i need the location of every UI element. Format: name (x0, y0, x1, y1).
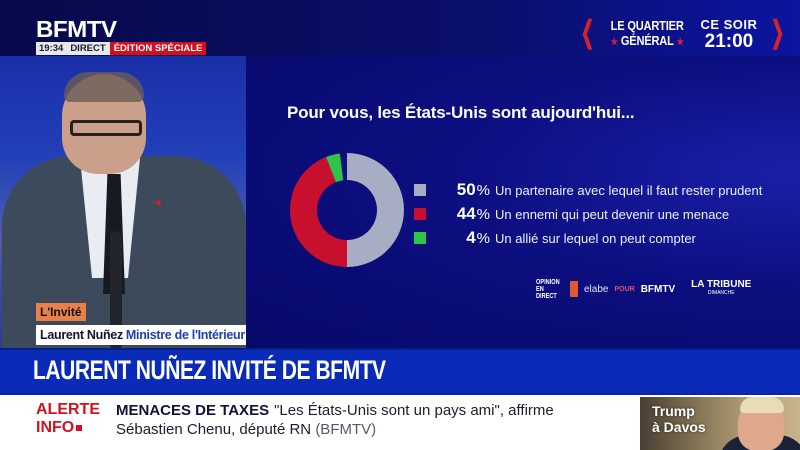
thumb-figure-hair (740, 397, 784, 413)
opinion-line2: EN DIRECT (536, 285, 557, 300)
guest-tag: L'Invité (36, 303, 86, 321)
guest-role: Ministre de l'Intérieur (125, 328, 245, 342)
opinion-en-direct-logo: OPINION EN DIRECT (536, 278, 560, 300)
bfmtv-logo: BFMTV (640, 283, 676, 295)
chart-legend: 50% Un partenaire avec lequel il faut res… (414, 178, 762, 250)
legend-label: Un allié sur lequel on peut compter (495, 230, 696, 246)
poll-question: Pour vous, les États-Unis sont aujourd'h… (287, 103, 635, 122)
promo-show-name: GÉNÉRAL (620, 33, 674, 48)
guest-glasses (70, 120, 142, 136)
elabe-logo-icon (570, 281, 578, 297)
ticker-line1: "Les États-Unis sont un pays ami", affir… (274, 402, 554, 419)
legend-item: 4% Un allié sur lequel on peut compter (414, 226, 762, 250)
legend-label: Un ennemi qui peut devenir une menace (495, 206, 730, 222)
donut-slice (347, 153, 404, 267)
legend-value: 44% (456, 204, 490, 223)
thumbnail-title: Trump à Davos (652, 403, 706, 435)
percent-sign: % (476, 206, 490, 223)
opinion-line1: OPINION (536, 278, 560, 286)
star-icon: ★ (676, 37, 685, 48)
ticker-topic: MENACES DE TAXES (116, 402, 270, 419)
top-bar: BFMTV 19:34 DIRECT ÉDITION SPÉCIALE ❮ LE… (0, 0, 800, 56)
microphone (110, 231, 122, 348)
headline-text: LAURENT NUÑEZ INVITÉ DE BFMTV (33, 355, 386, 385)
tribune-name: LA TRIBUNE (691, 279, 752, 290)
show-promo: ❮ LE QUARTIER ★ GÉNÉRAL ★ CE SOIR 21:00 … (575, 18, 791, 56)
donut-slice (290, 157, 347, 267)
thumbnail-line2: à Davos (652, 419, 706, 435)
alert-line2: INFO (36, 419, 75, 436)
guest-name-plate: Laurent Nuñez Ministre de l'Intérieur (36, 325, 251, 345)
legend-swatch (414, 208, 426, 220)
guest-hair (64, 72, 144, 102)
legend-item: 50% Un partenaire avec lequel il faut res… (414, 178, 762, 202)
edition-badge: ÉDITION SPÉCIALE (109, 42, 207, 55)
legend-label: Un partenaire avec lequel il faut rester… (495, 182, 763, 198)
alert-line1: ALERTE (36, 401, 100, 418)
donut-slice (326, 153, 344, 183)
promo-time: CE SOIR 21:00 (700, 18, 757, 51)
ticker-source: (BFMTV) (315, 421, 377, 438)
channel-logo: BFMTV (36, 16, 117, 42)
ticker-text: MENACES DE TAXES "Les États-Unis sont un … (116, 401, 554, 439)
poll-panel: Pour vous, les États-Unis sont aujourd'h… (246, 56, 800, 348)
thumbnail-line1: Trump (652, 403, 695, 419)
percent-sign: % (476, 182, 490, 199)
chevron-left-icon: ❮ (580, 16, 595, 49)
legend-swatch (414, 184, 426, 196)
lapel-pin (156, 200, 161, 205)
guest-video-feed (0, 56, 246, 348)
poll-sources: OPINION EN DIRECT elabe POUR BFMTV LA TR… (536, 278, 751, 300)
headline-banner: LAURENT NUÑEZ INVITÉ DE BFMTV (0, 348, 800, 393)
percent-sign: % (476, 230, 490, 247)
promo-show-title: LE QUARTIER ★ GÉNÉRAL ★ (610, 18, 685, 50)
news-ticker: ALERTE INFO MENACES DE TAXES "Les États-U… (0, 393, 800, 450)
clock: 19:34 (36, 42, 68, 55)
legend-value: 4% (466, 228, 490, 247)
legend-swatch (414, 232, 426, 244)
chevron-right-icon: ❯ (771, 16, 785, 49)
guest-name: Laurent Nuñez (40, 328, 123, 342)
legend-value: 50% (456, 180, 490, 199)
promo-hour: 21:00 (704, 31, 754, 52)
live-badge: DIRECT (67, 42, 110, 55)
ticker-line2: Sébastien Chenu, député RN (116, 421, 312, 438)
alert-info-label: ALERTE INFO (36, 401, 100, 437)
donut-chart (290, 153, 404, 267)
legend-item: 44% Un ennemi qui peut devenir une menace (414, 202, 762, 226)
promo-show-line1: LE QUARTIER (610, 18, 684, 33)
tribune-sub: DIMANCHE (707, 290, 735, 296)
promo-when: CE SOIR (700, 17, 758, 32)
promo-show-line2: ★ GÉNÉRAL ★ (610, 33, 685, 50)
elabe-logo: elabe (584, 283, 609, 295)
next-segment-thumbnail: Trump à Davos (640, 397, 800, 450)
star-icon: ★ (610, 37, 619, 48)
for-label: POUR (614, 285, 635, 293)
status-line: 19:34 DIRECT ÉDITION SPÉCIALE (36, 42, 207, 55)
la-tribune-logo: LA TRIBUNE DIMANCHE (691, 280, 751, 298)
square-icon (76, 425, 83, 431)
